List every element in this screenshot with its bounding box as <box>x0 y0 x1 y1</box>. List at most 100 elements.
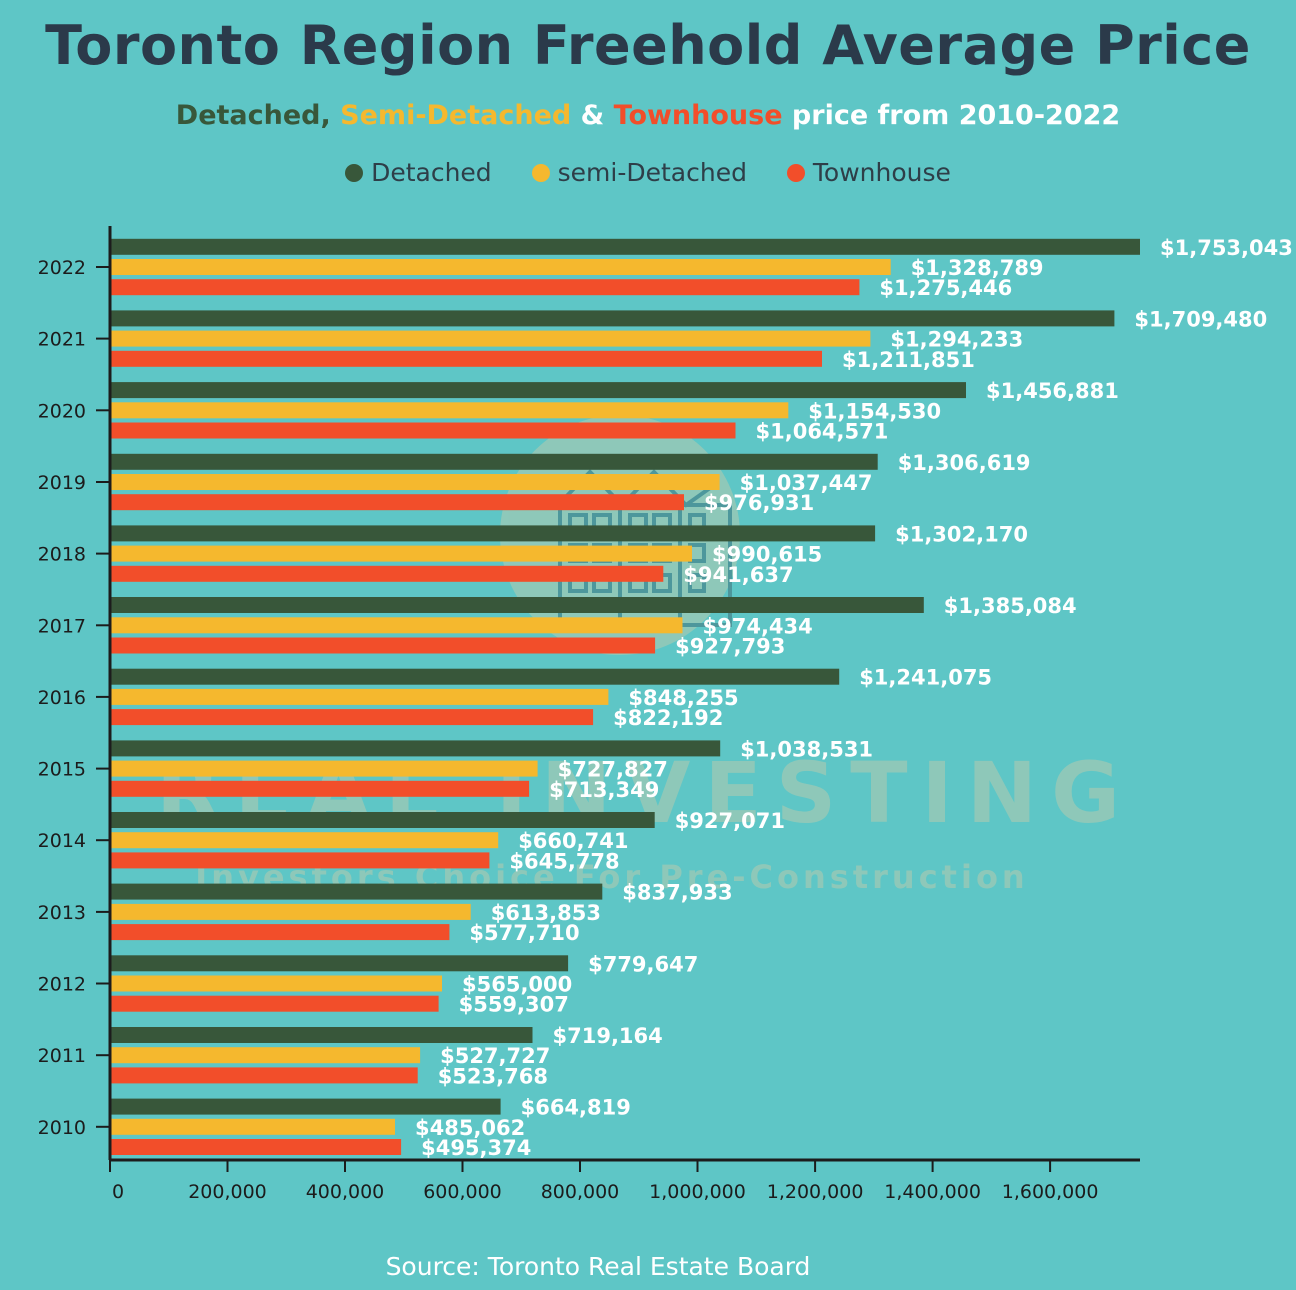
bar-townhouse-2019 <box>110 494 684 511</box>
y-tick-label-2011: 2011 <box>38 1045 86 1067</box>
y-tick-label-2020: 2020 <box>38 400 86 422</box>
value-label-detached-2018: $1,302,170 <box>895 522 1028 546</box>
bar-semi-detached-2021 <box>110 330 871 347</box>
bar-townhouse-2013 <box>110 924 450 941</box>
value-label-detached-2015: $1,038,531 <box>740 737 873 761</box>
y-tick-label-2021: 2021 <box>38 329 86 351</box>
y-tick-label-2017: 2017 <box>38 615 86 637</box>
y-tick-label-2013: 2013 <box>38 902 86 924</box>
legend-label-townhouse: Townhouse <box>812 158 951 187</box>
bar-townhouse-2014 <box>110 852 490 869</box>
bar-detached-2016 <box>110 668 840 685</box>
axes-layer: 2022 2021 2020 2019 2018 2017 2016 2015 2014 2013… <box>38 226 1140 1203</box>
subtitle-amp: & <box>571 100 614 131</box>
chart-title: Toronto Region Freehold Average Price <box>45 14 1251 77</box>
value-label-semi-detached-2019: $1,037,447 <box>740 471 873 495</box>
bar-semi-detached-2015 <box>110 760 538 777</box>
value-label-detached-2016: $1,241,075 <box>859 666 992 690</box>
y-tick-label-2015: 2015 <box>38 759 86 781</box>
value-label-townhouse-2011: $523,768 <box>438 1064 548 1088</box>
value-label-semi-detached-2022: $1,328,789 <box>911 256 1044 280</box>
bar-townhouse-2010 <box>110 1139 402 1155</box>
value-label-townhouse-2014: $645,778 <box>509 849 619 873</box>
value-label-semi-detached-2014: $660,741 <box>518 829 628 853</box>
bar-semi-detached-2012 <box>110 975 442 992</box>
bar-detached-2019 <box>110 453 878 470</box>
bar-semi-detached-2016 <box>110 688 609 705</box>
x-tick-label-200000: 200,000 <box>188 1181 267 1203</box>
x-tick-label-0: 0 <box>112 1181 124 1203</box>
bar-semi-detached-2013 <box>110 903 471 920</box>
value-label-townhouse-2012: $559,307 <box>459 993 569 1017</box>
value-label-detached-2019: $1,306,619 <box>898 451 1031 475</box>
bars-layer <box>110 238 1140 1155</box>
legend-label-detached: Detached <box>371 158 492 187</box>
legend-item-townhouse: Townhouse <box>786 158 951 187</box>
value-label-detached-2021: $1,709,480 <box>1134 307 1267 331</box>
legend-dot-detached <box>345 164 364 182</box>
subtitle-semi-detached: Semi-Detached <box>340 100 572 131</box>
source-note: Source: Toronto Real Estate Board <box>385 1252 811 1281</box>
x-tick-label-1200000: 1,200,000 <box>767 1181 864 1203</box>
value-labels-layer: $1,753,043 $1,328,789$1,275,446 $1,709,480… <box>415 236 1293 1160</box>
value-label-semi-detached-2015: $727,827 <box>558 758 668 782</box>
bar-detached-2010 <box>110 1098 501 1115</box>
bar-detached-2012 <box>110 955 569 972</box>
value-label-detached-2020: $1,456,881 <box>986 379 1119 403</box>
y-tick-label-2014: 2014 <box>38 830 86 852</box>
bar-semi-detached-2020 <box>110 402 789 419</box>
bar-semi-detached-2010 <box>110 1118 395 1135</box>
value-label-detached-2011: $719,164 <box>553 1024 663 1048</box>
bar-detached-2013 <box>110 883 603 900</box>
bar-townhouse-2011 <box>110 1067 418 1084</box>
value-label-detached-2012: $779,647 <box>588 952 698 976</box>
bar-townhouse-2018 <box>110 565 664 582</box>
bar-detached-2018 <box>110 525 876 542</box>
bar-semi-detached-2014 <box>110 832 499 849</box>
subtitle-detached: Detached, <box>175 100 331 131</box>
value-label-semi-detached-2017: $974,434 <box>703 614 813 638</box>
value-label-semi-detached-2020: $1,154,530 <box>808 399 941 423</box>
value-label-townhouse-2020: $1,064,571 <box>756 420 889 444</box>
legend-item-detached: Detached <box>345 158 492 187</box>
x-tick-label-1600000: 1,600,000 <box>1002 1181 1099 1203</box>
bar-townhouse-2012 <box>110 995 439 1012</box>
bar-detached-2011 <box>110 1027 533 1043</box>
subtitle-townhouse: Townhouse <box>613 100 783 131</box>
bar-townhouse-2017 <box>110 637 656 654</box>
bar-townhouse-2020 <box>110 422 736 439</box>
bar-detached-2020 <box>110 382 966 399</box>
value-label-townhouse-2015: $713,349 <box>549 778 659 802</box>
bar-semi-detached-2019 <box>110 474 720 490</box>
value-label-townhouse-2018: $941,637 <box>683 563 793 587</box>
bar-detached-2022 <box>110 238 1140 255</box>
value-label-townhouse-2019: $976,931 <box>704 491 814 515</box>
value-label-townhouse-2010: $495,374 <box>421 1136 531 1160</box>
value-label-semi-detached-2011: $527,727 <box>440 1044 550 1068</box>
y-tick-label-2019: 2019 <box>38 472 86 494</box>
value-label-townhouse-2022: $1,275,446 <box>879 276 1012 300</box>
value-label-detached-2022: $1,753,043 <box>1160 236 1293 260</box>
bar-semi-detached-2011 <box>110 1047 421 1064</box>
bar-detached-2014 <box>110 812 655 828</box>
bar-townhouse-2016 <box>110 709 594 726</box>
y-tick-label-2022: 2022 <box>38 257 86 279</box>
legend-dot-semi-detached <box>531 164 550 182</box>
bar-townhouse-2015 <box>110 780 530 797</box>
value-label-townhouse-2013: $577,710 <box>469 921 579 945</box>
value-label-townhouse-2016: $822,192 <box>613 706 723 730</box>
bar-semi-detached-2022 <box>110 259 891 275</box>
x-tick-label-1000000: 1,000,000 <box>649 1181 746 1203</box>
value-label-semi-detached-2018: $990,615 <box>712 543 822 567</box>
bar-detached-2015 <box>110 740 721 757</box>
x-tick-label-600000: 600,000 <box>423 1181 502 1203</box>
value-label-semi-detached-2021: $1,294,233 <box>890 328 1023 352</box>
y-tick-label-2016: 2016 <box>38 687 86 709</box>
y-tick-label-2010: 2010 <box>38 1117 86 1139</box>
value-label-detached-2013: $837,933 <box>622 881 732 905</box>
x-tick-label-800000: 800,000 <box>541 1181 620 1203</box>
y-tick-label-2018: 2018 <box>38 544 86 566</box>
value-label-semi-detached-2013: $613,853 <box>491 901 601 925</box>
value-label-townhouse-2021: $1,211,851 <box>842 348 975 372</box>
